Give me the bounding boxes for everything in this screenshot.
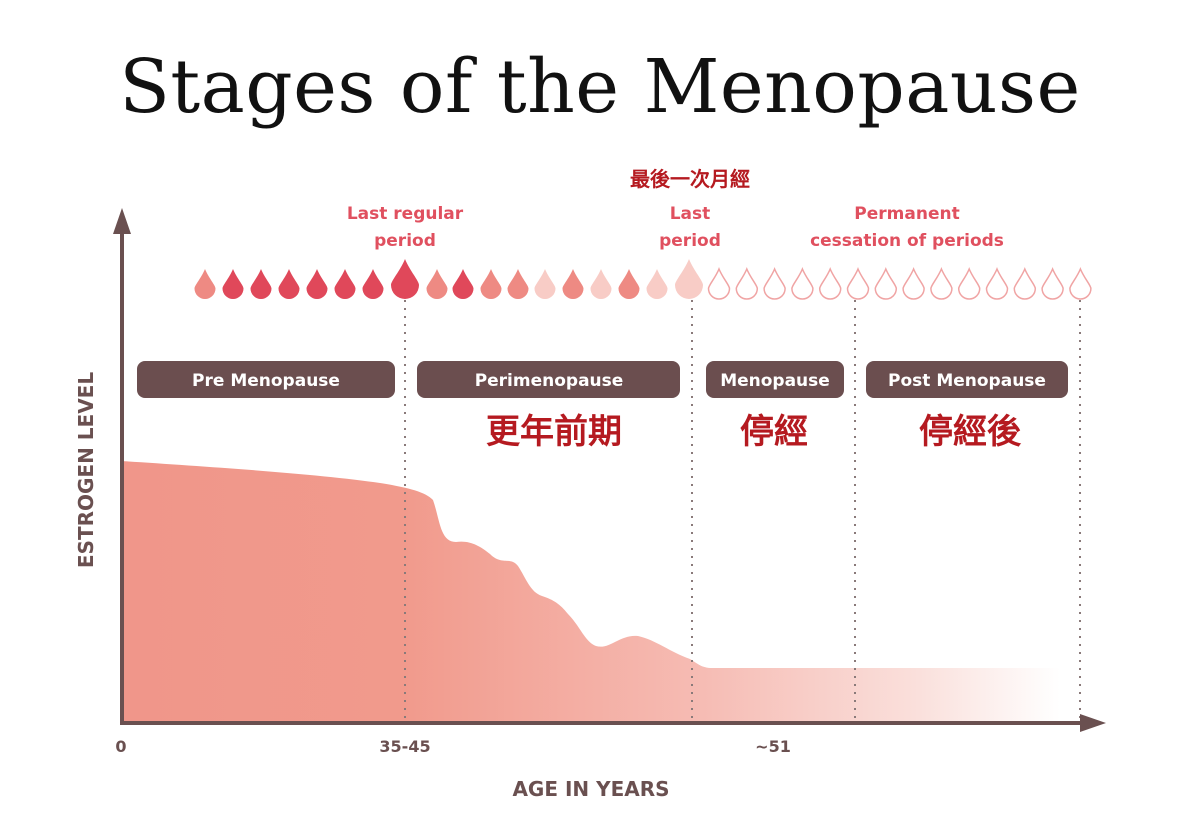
absent-period-drop (930, 267, 953, 300)
x-tick-51: ~51 (755, 737, 791, 756)
annotation-permanent-line2: cessation of periods (810, 231, 1004, 251)
x-tick-35-45: 35-45 (379, 737, 430, 756)
period-drops (194, 259, 1092, 300)
y-axis-label: ESTROGEN LEVEL (74, 372, 98, 568)
absent-period-drop (985, 267, 1009, 300)
period-drop (250, 269, 272, 299)
axes (113, 208, 1106, 732)
absent-period-drop (902, 267, 925, 300)
period-drop (646, 269, 668, 299)
x-tick-0: 0 (115, 737, 126, 756)
period-drop (278, 269, 300, 299)
estrogen-area (122, 461, 1060, 724)
period-drop (426, 269, 448, 299)
absent-period-drop (1013, 267, 1037, 300)
absent-period-drop (874, 267, 898, 300)
period-drop (618, 269, 640, 299)
period-drop (480, 269, 502, 299)
absent-period-drop (1069, 267, 1092, 300)
absent-period-drop (763, 267, 786, 300)
annotation-last-period-cn: 最後一次月經 (630, 167, 750, 191)
annotation-last-period-line2: period (659, 231, 721, 251)
stage-label-peri-cn: 更年前期 (486, 412, 622, 452)
period-drop (306, 269, 328, 299)
stage-label-post: Post Menopause (888, 371, 1046, 391)
x-axis-label: AGE IN YEARS (512, 777, 669, 801)
period-drop (590, 269, 612, 299)
period-drop (452, 269, 474, 299)
period-drop (507, 269, 529, 299)
axis-text: 0 35-45 ~51 AGE IN YEARS ESTROGEN LEVEL (74, 372, 791, 801)
y-axis-arrow (113, 208, 131, 234)
stage-dividers (404, 300, 1081, 724)
stage-labels: Pre Menopause Perimenopause 更年前期 Menopau… (137, 361, 1068, 452)
period-drop (334, 269, 356, 299)
stage-pill-peri (417, 361, 680, 398)
stage-pill-meno (706, 361, 844, 398)
absent-period-drop (1041, 267, 1064, 300)
absent-period-drop (957, 267, 981, 300)
period-drop (534, 269, 556, 299)
annotations: Last regular period 最後一次月經 Last period P… (347, 167, 1004, 251)
period-drop (362, 269, 384, 299)
absent-period-drop (707, 267, 731, 300)
period-drop (222, 269, 244, 299)
absent-period-drop (818, 267, 842, 300)
period-drop (194, 269, 216, 299)
period-drop (562, 269, 584, 299)
annotation-last-regular-line1: Last regular (347, 204, 464, 224)
chart-title: Stages of the Menopause (119, 44, 1081, 130)
milestone-period-drop (675, 259, 703, 299)
absent-period-drop (846, 267, 870, 300)
stage-pill-post (866, 361, 1068, 398)
stage-label-meno-cn: 停經 (740, 412, 808, 452)
annotation-last-regular-line2: period (374, 231, 436, 251)
milestone-period-drop (391, 259, 419, 299)
annotation-last-period-line1: Last (670, 204, 711, 224)
stage-label-post-cn: 停經後 (919, 412, 1022, 452)
stage-label-peri: Perimenopause (475, 371, 624, 391)
annotation-permanent-line1: Permanent (854, 204, 959, 224)
stage-label-pre: Pre Menopause (192, 371, 340, 391)
absent-period-drop (735, 267, 759, 300)
absent-period-drop (791, 267, 814, 300)
stage-pill-pre (137, 361, 395, 398)
x-axis-arrow (1080, 714, 1106, 732)
stage-label-meno: Menopause (720, 371, 830, 391)
